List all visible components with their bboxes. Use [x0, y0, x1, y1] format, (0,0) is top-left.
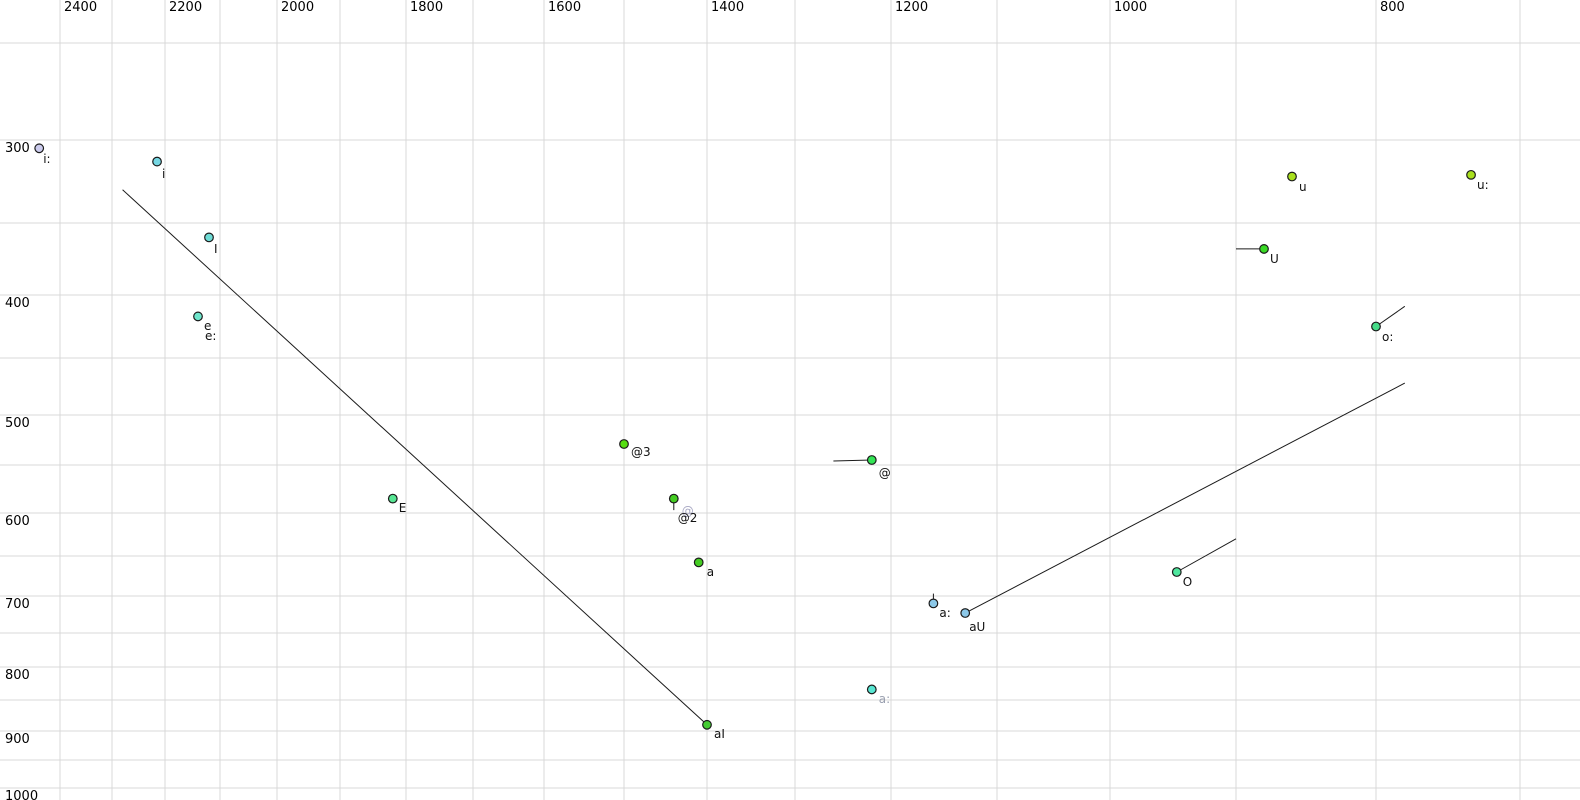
vowel-point-2[interactable] — [668, 493, 679, 504]
y-axis-tick-label: 600 — [5, 514, 30, 529]
vowel-point-U[interactable] — [1259, 244, 1269, 254]
vowel-point-u[interactable] — [1287, 171, 1297, 182]
trajectory-line-aI — [122, 189, 708, 726]
x-axis-tick-label: 2400 — [64, 0, 98, 15]
vowel-point-e[interactable] — [193, 311, 203, 322]
vowel-label-I: I — [214, 242, 218, 257]
vowel-label-: @ — [878, 466, 891, 480]
vowel-label-e: e: — [205, 329, 217, 344]
trajectory-line-aU — [964, 382, 1406, 614]
vowel-label-a: a: — [878, 692, 891, 707]
vowel-point-u[interactable] — [1466, 169, 1476, 180]
vowel-point-o[interactable] — [1371, 321, 1381, 332]
x-axis-tick-label: 1600 — [548, 0, 582, 15]
trajectory-line-O — [1176, 538, 1237, 573]
vowel-label-a: a — [706, 565, 715, 580]
vowel-point-I[interactable] — [204, 232, 214, 243]
vowel-label-U: U — [1270, 251, 1279, 266]
vowel-point-[interactable] — [866, 455, 877, 465]
trajectory-line-o — [1375, 305, 1406, 327]
vowel-point-O[interactable] — [1171, 567, 1182, 577]
y-axis-tick-label: 1000 — [5, 789, 39, 800]
vowel-label-aI: aI — [714, 726, 725, 741]
vowel-point-E[interactable] — [387, 493, 398, 504]
vowel-label-e: e — [204, 319, 212, 334]
vowel-label-u: u: — [1477, 177, 1489, 192]
vowel-label-o: o: — [1382, 329, 1394, 344]
vowel-point-aU[interactable] — [960, 608, 971, 618]
x-axis-tick-label: 1800 — [410, 0, 444, 15]
vowel-label-i: i: — [43, 152, 51, 167]
y-axis-tick-label: 900 — [5, 732, 30, 747]
vowel-label-a: a: — [939, 606, 951, 621]
y-axis-tick-label: 300 — [5, 141, 30, 156]
vowel-label-2: @2 — [677, 510, 698, 525]
x-axis-tick-label: 800 — [1380, 0, 1405, 15]
y-axis-tick-label: 700 — [5, 597, 30, 612]
vowel-point-i[interactable] — [152, 156, 162, 167]
vowel-label-E: E — [398, 500, 407, 515]
x-axis-tick-label: 1400 — [711, 0, 745, 15]
x-axis-tick-label: 2200 — [169, 0, 203, 15]
vowel-point-a[interactable] — [928, 598, 939, 609]
trajectory-line- — [833, 459, 872, 462]
x-axis-tick-label: 2000 — [281, 0, 315, 15]
vowel-label-aU: aU — [969, 620, 986, 635]
y-axis-tick-label: 500 — [5, 416, 30, 431]
vowel-point-3[interactable] — [619, 439, 629, 449]
y-axis-tick-label: 400 — [5, 296, 30, 311]
vowel-label-u: u — [1299, 179, 1307, 194]
vowel-label-: @ — [681, 503, 694, 518]
vowel-label-O: O — [1182, 575, 1193, 589]
x-axis-tick-label: 1000 — [1114, 0, 1148, 15]
vowel-label-i: i — [162, 166, 166, 181]
vowel-point-a[interactable] — [693, 557, 704, 568]
vowel-point-i[interactable] — [34, 143, 45, 154]
y-axis-tick-label: 800 — [5, 668, 30, 683]
vowel-point-aI[interactable] — [702, 719, 712, 730]
x-axis-tick-label: 1200 — [895, 0, 929, 15]
vowel-point-alow[interactable] — [866, 684, 877, 695]
vowel-label-3: @3 — [631, 445, 651, 459]
